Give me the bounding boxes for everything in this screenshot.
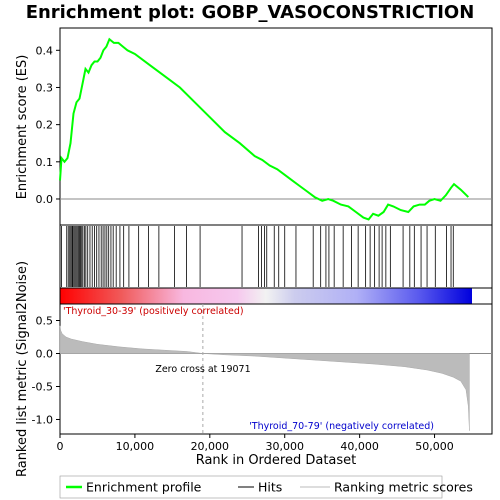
x-axis-label: Rank in Ordered Dataset [196,453,357,468]
ranking-metric-scores [59,325,470,431]
metric-y-tick-label: -1.0 [32,413,53,426]
x-axis: 0 10,000 20,000 30,000 40,000 50,000 [57,434,454,453]
enrichment-profile [59,37,470,221]
es-y-axis-label: Enrichment score (ES) [15,55,30,200]
es-panel-frame [59,27,493,226]
hit-marks [61,226,454,287]
x-tick-label: 10,000 [116,440,155,453]
x-tick-label: 50,000 [415,440,454,453]
x-tick-label: 40,000 [340,440,379,453]
chart-title: Enrichment plot: GOBP_VASOCONSTRICTION [26,2,475,23]
enrichment-profile-line [59,37,470,221]
metric-y-tick-label: -0.5 [32,380,53,393]
x-tick-label: 20,000 [191,440,230,453]
es-y-tick-label: 0.1 [36,156,54,169]
metric-y-tick-label: 0.0 [36,347,54,360]
es-y-tick-label: 0.4 [36,44,54,57]
es-y-tick-label: 0.2 [36,119,54,132]
rank-color-bar [60,288,472,304]
legend-label: Ranking metric scores [334,480,473,495]
legend-label: Hits [258,480,282,495]
es-y-tick-label: 0.0 [36,193,54,206]
x-tick-label: 30,000 [265,440,304,453]
positive-correlation-label: 'Thyroid_30-39' (positively correlated) [63,306,244,317]
negative-correlation-label: 'Thyroid_70-79' (negatively correlated) [249,421,434,432]
es-y-tick-label: 0.3 [36,81,54,94]
legend-label: Enrichment profile [86,480,202,495]
es-y-axis: 0.0 0.1 0.2 0.3 0.4 [36,44,60,206]
x-tick-label: 0 [57,440,64,453]
ranking-metric-area [59,325,470,431]
metric-y-axis: 0.5 0.0 -0.5 -1.0 [32,314,60,426]
zero-cross-label: Zero cross at 19071 [155,364,250,375]
legend: Enrichment profile Hits Ranking metric sco… [66,480,473,495]
metric-y-tick-label: 0.5 [36,314,54,327]
metric-y-axis-label: Ranked list metric (Signal2Noise) [15,261,30,477]
